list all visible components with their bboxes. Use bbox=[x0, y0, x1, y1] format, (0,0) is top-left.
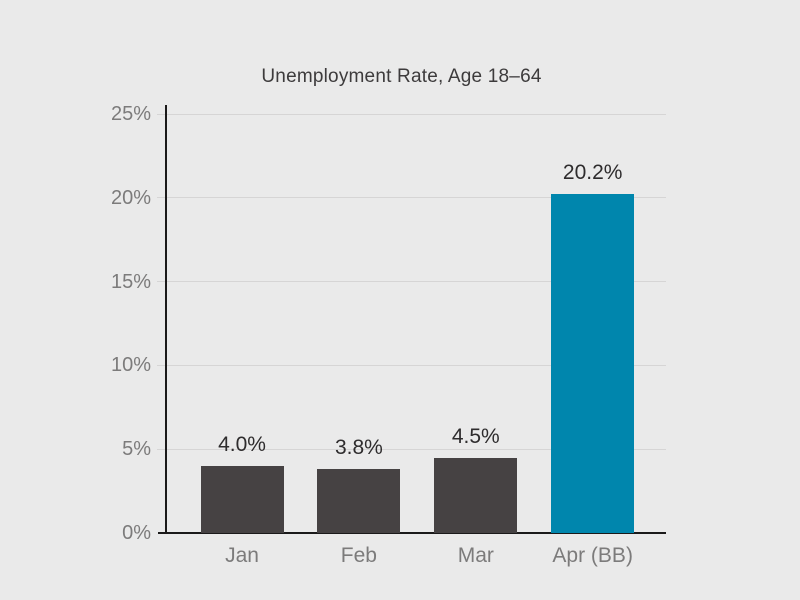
bar-value-label: 20.2% bbox=[562, 161, 623, 185]
x-axis-line bbox=[158, 532, 666, 534]
bar-value-label: 4.5% bbox=[451, 424, 500, 448]
x-tick-label: Mar bbox=[457, 544, 494, 567]
y-tick-label: 20% bbox=[110, 186, 151, 209]
y-tick-label: 0% bbox=[122, 522, 151, 544]
gridline-10% bbox=[157, 364, 666, 366]
gridline-15% bbox=[157, 281, 666, 283]
bar-Feb bbox=[317, 469, 401, 533]
y-tick-label: 15% bbox=[110, 270, 151, 293]
bar-value-label: 4.0% bbox=[218, 432, 266, 456]
gridline-20% bbox=[157, 197, 666, 199]
gridline-25% bbox=[157, 113, 666, 115]
chart-title: Unemployment Rate, Age 18–64 bbox=[261, 66, 542, 87]
y-tick-label: 10% bbox=[110, 354, 151, 377]
y-axis-line bbox=[165, 105, 167, 534]
bar-Apr (BB) bbox=[551, 194, 635, 533]
x-tick-label: Jan bbox=[225, 544, 259, 567]
bar-value-label: 3.8% bbox=[334, 436, 383, 460]
gridline-5% bbox=[157, 448, 666, 450]
x-tick-label: Apr (BB) bbox=[552, 544, 633, 567]
bar-Mar bbox=[434, 457, 518, 533]
x-tick-label: Feb bbox=[340, 544, 377, 567]
bar-Jan bbox=[200, 465, 284, 533]
y-tick-label: 25% bbox=[110, 103, 151, 125]
y-tick-label: 5% bbox=[122, 438, 151, 461]
